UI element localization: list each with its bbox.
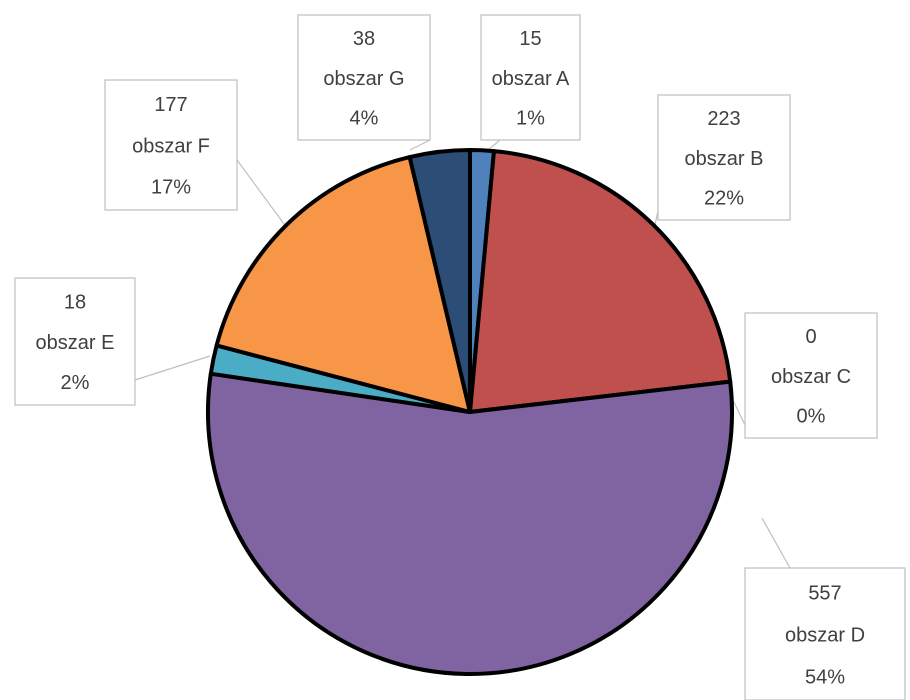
pie-slice	[468, 149, 733, 414]
label-box	[480, 14, 581, 141]
label-percent: 0%	[797, 405, 826, 427]
data-label: 15 obszar A 1%	[480, 14, 581, 141]
pie-slice	[206, 371, 734, 676]
data-label: 18 obszar E 2%	[14, 277, 136, 406]
data-label: 177 obszar F 17%	[104, 79, 238, 211]
pie-slice	[214, 155, 472, 414]
data-label: 557 obszar D 54%	[744, 567, 906, 700]
label-percent: 2%	[61, 372, 90, 394]
label-box	[297, 14, 431, 141]
label-percent: 1%	[516, 107, 545, 129]
leader-line	[134, 355, 211, 381]
label-category: obszar D	[785, 624, 865, 646]
leader-line	[409, 139, 431, 151]
label-value: 38	[353, 28, 375, 50]
label-box	[14, 277, 136, 406]
label-category: obszar A	[492, 68, 570, 90]
label-value: 0	[805, 326, 816, 348]
label-value: 15	[519, 28, 541, 50]
label-value: 18	[64, 291, 86, 313]
label-value: 177	[154, 94, 187, 116]
label-box	[657, 94, 791, 221]
label-box	[744, 312, 878, 439]
label-percent: 17%	[151, 177, 191, 199]
label-category: obszar C	[771, 366, 851, 388]
pie-slice	[407, 148, 472, 414]
label-value: 223	[707, 108, 740, 130]
pie	[206, 148, 734, 676]
leader-line	[236, 159, 288, 229]
label-category: obszar E	[36, 332, 115, 354]
label-percent: 4%	[350, 107, 379, 129]
label-category: obszar G	[323, 68, 404, 90]
label-box	[104, 79, 238, 211]
data-label: 223 obszar B 22%	[657, 94, 791, 221]
label-category: obszar B	[685, 148, 764, 170]
label-category: obszar F	[132, 135, 210, 157]
data-label: 38 obszar G 4%	[297, 14, 431, 141]
leader-line	[761, 517, 791, 569]
leader-line	[487, 139, 501, 151]
label-percent: 22%	[704, 187, 744, 209]
label-percent: 54%	[805, 666, 845, 688]
label-box	[744, 567, 906, 700]
label-value: 557	[808, 582, 841, 604]
data-label: 0 obszar C 0%	[744, 312, 878, 439]
